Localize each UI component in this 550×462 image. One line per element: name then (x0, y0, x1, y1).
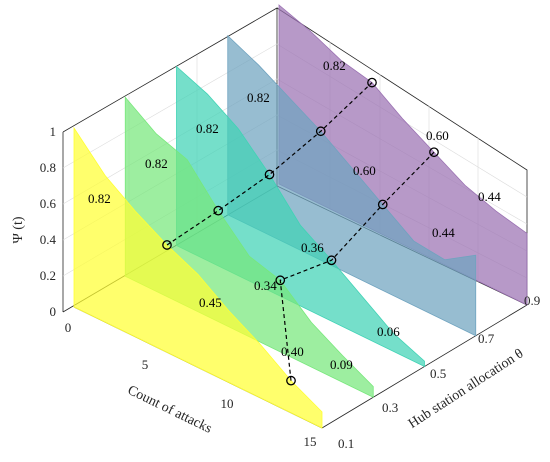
dashed-link-line (279, 151, 435, 381)
y-axis-label: Hub station allocation θ (406, 346, 527, 432)
marker-point (367, 77, 377, 88)
area-series-theta-0-5 (176, 65, 425, 368)
area-series-theta-0-3 (124, 96, 374, 398)
marker-point (264, 169, 275, 180)
marker-point (326, 255, 337, 266)
dashed-link-lines (166, 82, 435, 381)
data-label: 0.06 (377, 324, 400, 339)
x-tick-label: 10 (221, 396, 234, 411)
z-tick-label: 0.4 (40, 232, 57, 247)
marker-point (213, 205, 224, 216)
z-axis-label: Ψ (t) (11, 216, 26, 243)
x-ticks: 0 5 10 15 (65, 320, 317, 449)
data-label: 0.09 (330, 357, 353, 372)
z-ticks: 0 0.2 0.4 0.6 0.8 1 (40, 124, 57, 319)
data-label: 0.44 (432, 225, 455, 240)
x-tick-label: 15 (304, 434, 317, 449)
data-label: 0.82 (247, 90, 270, 105)
y-tick-label: 0.1 (338, 436, 354, 451)
z-tick-label: 0.8 (40, 160, 56, 175)
x-tick-label: 0 (65, 320, 72, 335)
z-tick-label: 0.6 (40, 196, 57, 211)
data-label: 0.40 (281, 344, 304, 359)
y-tick-label: 0.3 (382, 400, 398, 415)
data-label: 0.82 (88, 191, 111, 206)
area-series-theta-0-9 (278, 4, 528, 306)
y-tick-label: 0.9 (524, 293, 540, 308)
area-series-theta-0-1 (73, 126, 323, 429)
y-tick-label: 0.7 (478, 331, 495, 346)
x-tick-label: 5 (142, 357, 149, 372)
data-label: 0.36 (301, 240, 324, 255)
data-label: 0.60 (353, 163, 376, 178)
data-labels: 0.82 0.82 0.82 0.82 0.82 0.60 0.60 0.44 … (88, 58, 501, 372)
marker-point (162, 240, 172, 250)
data-label: 0.44 (478, 189, 501, 204)
data-markers (162, 77, 439, 386)
marker-point (429, 147, 439, 158)
data-label: 0.82 (196, 121, 219, 136)
area-series-theta-0-7 (227, 34, 477, 337)
area-series-group (73, 4, 528, 429)
marker-point (315, 126, 326, 137)
marker-point (286, 375, 296, 386)
y-tick-label: 0.5 (430, 366, 446, 381)
data-label: 0.45 (199, 295, 222, 310)
y-ticks: 0.1 0.3 0.5 0.7 0.9 (338, 293, 540, 451)
x-axis-label: Count of attacks (125, 383, 214, 437)
data-label: 0.34 (254, 278, 277, 293)
marker-point (275, 275, 286, 286)
z-tick-label: 0 (50, 304, 57, 319)
data-label: 0.60 (426, 128, 449, 143)
data-label: 0.82 (323, 58, 346, 73)
data-label: 0.82 (145, 156, 168, 171)
marker-point (377, 199, 388, 210)
z-tick-label: 0.2 (40, 268, 56, 283)
z-tick-label: 1 (50, 124, 57, 139)
